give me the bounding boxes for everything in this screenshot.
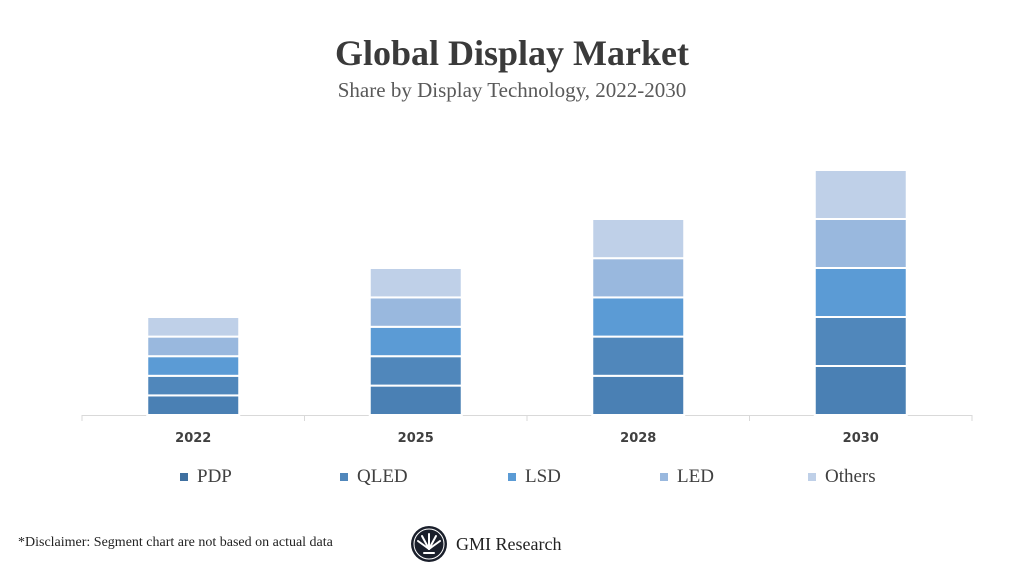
bar-segment-lsd-2025 (368, 325, 463, 358)
bar-segment-led-2030 (813, 218, 908, 269)
bar-segment-others-2028 (591, 218, 686, 260)
bar-segment-led-2025 (368, 296, 463, 328)
bar-segment-others-2022 (146, 316, 241, 338)
bar-segment-qled-2028 (591, 335, 686, 377)
bar-segment-others-2025 (368, 267, 463, 299)
x-tick-label: 2028 (620, 431, 656, 446)
legend-swatch (660, 473, 668, 481)
brand-name: GMI Research (456, 533, 562, 554)
brand-logo: GMI Research (410, 525, 561, 563)
disclaimer: *Disclaimer: Segment chart are not based… (18, 535, 333, 550)
bar-segment-pdp-2025 (368, 384, 463, 417)
legend-item-pdp: PDP (180, 466, 232, 488)
x-tick-label: 2025 (398, 431, 434, 446)
bar-segment-qled-2030 (813, 316, 908, 367)
bar-segment-led-2028 (591, 257, 686, 299)
chart-title: Global Display Market (334, 33, 689, 73)
legend-label: PDP (197, 466, 232, 487)
bar-segment-lsd-2028 (591, 296, 686, 338)
bar-segment-pdp-2030 (813, 365, 908, 416)
legend-label: Others (825, 466, 876, 487)
legend-swatch (508, 473, 516, 481)
x-tick-label: 2022 (175, 431, 211, 446)
legend-swatch (180, 473, 188, 481)
brand-emblem-icon (411, 526, 447, 562)
bar-segment-others-2030 (813, 169, 908, 220)
legend-item-led: LED (660, 466, 714, 488)
bar-segment-lsd-2022 (146, 355, 241, 377)
x-tick-label: 2030 (843, 431, 879, 446)
bar-segment-qled-2025 (368, 355, 463, 387)
bar-segment-lsd-2030 (813, 267, 908, 318)
bar-segment-led-2022 (146, 335, 241, 358)
legend-label: LED (677, 466, 714, 487)
bar-segment-qled-2022 (146, 374, 241, 397)
legend-item-lsd: LSD (508, 466, 561, 488)
legend-label: QLED (357, 466, 408, 487)
legend-label: LSD (525, 466, 561, 487)
chart-plot: 2022 2025 2028 2030 (81, 169, 973, 446)
chart-subtitle: Share by Display Technology, 2022-2030 (337, 78, 687, 102)
legend-swatch (808, 473, 816, 481)
legend-swatch (340, 473, 348, 481)
bar-segment-pdp-2028 (591, 374, 686, 416)
legend-item-qled: QLED (340, 466, 408, 488)
legend-item-others: Others (808, 466, 876, 488)
bar-segment-pdp-2022 (146, 394, 241, 416)
